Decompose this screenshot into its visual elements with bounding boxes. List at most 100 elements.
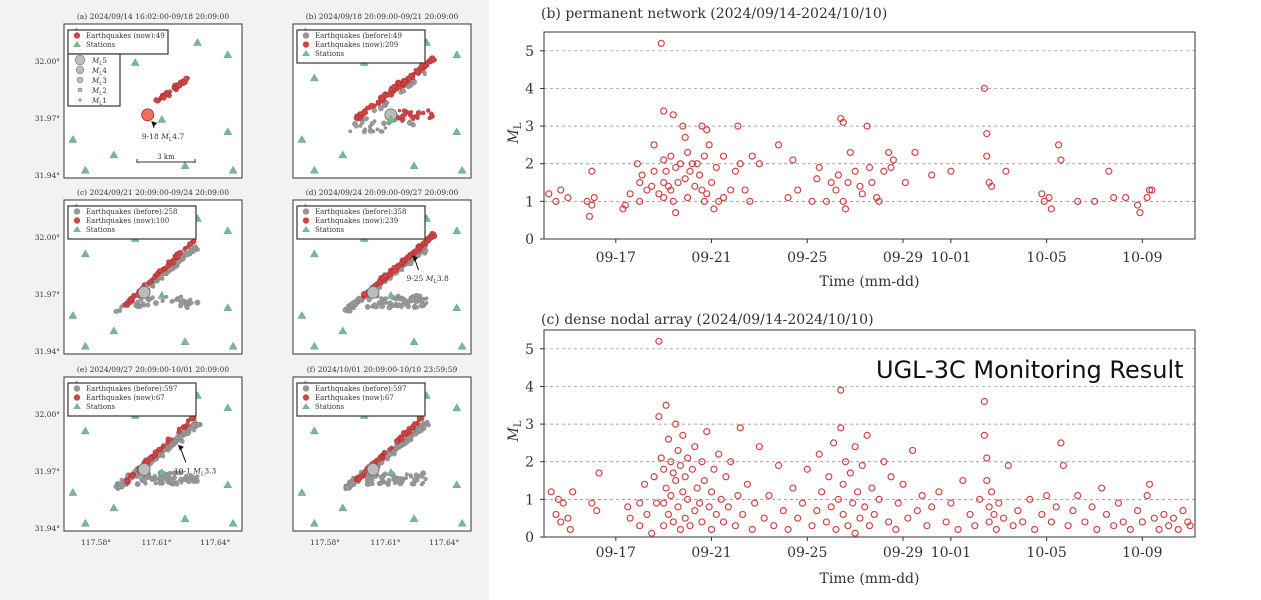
data-point	[664, 510, 673, 519]
event-before	[347, 308, 353, 314]
data-point	[660, 107, 668, 115]
data-point	[731, 522, 740, 530]
magnitude-label: ML1	[91, 97, 107, 107]
data-point	[1126, 525, 1134, 534]
magnitude-label: ML2	[91, 87, 107, 97]
data-point	[751, 499, 759, 507]
data-point	[703, 126, 711, 134]
station-marker	[297, 135, 307, 143]
event-now	[160, 94, 167, 101]
data-point	[648, 529, 656, 537]
data-point	[739, 510, 747, 519]
data-point	[667, 492, 675, 500]
station-marker	[180, 337, 190, 345]
data-point	[676, 160, 685, 168]
data-point	[1088, 503, 1096, 511]
data-point	[676, 525, 685, 534]
data-point	[741, 186, 749, 194]
station-marker	[386, 291, 396, 299]
station-marker	[223, 127, 233, 136]
legend-label: Earthquakes (before):358	[315, 208, 406, 216]
y-tick-label: 5	[525, 44, 534, 60]
data-point	[935, 488, 943, 496]
data-point	[674, 178, 682, 187]
data-point	[868, 178, 876, 187]
event-before	[423, 476, 428, 482]
data-point	[822, 197, 831, 205]
event-now	[177, 80, 183, 85]
data-point	[1090, 197, 1099, 205]
latitude-tick-label: 31.94°	[35, 171, 60, 180]
data-point	[1102, 510, 1111, 519]
magnitude-marker	[74, 54, 86, 66]
data-point	[861, 503, 869, 511]
event-before	[157, 479, 164, 486]
legend-before-marker	[302, 208, 310, 215]
x-tick-label: 10-09	[1122, 545, 1162, 561]
data-point	[1026, 495, 1034, 503]
data-point	[595, 469, 603, 477]
event-now	[416, 66, 421, 71]
event-before	[413, 300, 419, 305]
annotation-arrowhead	[412, 255, 419, 262]
station-marker	[452, 50, 462, 58]
latitude-tick-label: 31.97°	[35, 290, 60, 299]
event-before	[363, 127, 367, 132]
station-marker	[310, 249, 319, 258]
event-before	[167, 475, 172, 480]
event-before	[381, 102, 386, 107]
event-before	[174, 481, 180, 487]
data-point	[1150, 514, 1158, 522]
data-point	[676, 461, 685, 470]
y-tick-label: 3	[525, 417, 534, 433]
data-point	[975, 495, 984, 503]
data-point	[839, 118, 847, 126]
data-point	[727, 458, 735, 466]
event-now	[182, 247, 187, 252]
event-now	[407, 76, 412, 82]
event-before	[369, 477, 375, 483]
data-point	[703, 190, 711, 198]
event-before	[183, 252, 190, 258]
data-point	[849, 499, 857, 507]
magnitude-label: ML4	[91, 67, 107, 77]
station-marker	[457, 165, 467, 174]
data-point	[566, 525, 574, 534]
event-now	[385, 93, 389, 97]
data-point	[640, 480, 649, 488]
event-before	[375, 127, 380, 132]
event-before	[411, 481, 417, 487]
data-point	[695, 171, 704, 179]
data-point	[1045, 194, 1053, 202]
station-marker	[457, 518, 467, 527]
station-marker	[68, 135, 78, 143]
data-point	[710, 465, 718, 473]
data-point	[748, 152, 756, 160]
data-point	[875, 197, 883, 205]
data-point	[660, 465, 668, 473]
legend-label: Earthquakes (before):597	[315, 385, 406, 393]
data-point	[954, 525, 962, 534]
data-point	[1133, 201, 1142, 209]
station-marker	[81, 518, 90, 527]
event-before	[380, 477, 385, 483]
data-point	[703, 428, 711, 436]
station-marker	[157, 468, 167, 476]
data-point	[870, 510, 878, 519]
event-before	[136, 481, 141, 486]
data-point	[983, 130, 991, 138]
data-point	[569, 488, 577, 496]
event-before	[195, 474, 200, 479]
data-point	[1057, 156, 1065, 164]
event-before	[160, 298, 165, 303]
data-point	[736, 160, 744, 168]
annotation-arrowhead	[151, 121, 158, 128]
event-now	[358, 111, 363, 116]
data-point	[655, 190, 663, 198]
station-marker	[223, 226, 233, 235]
data-point	[588, 201, 596, 209]
data-point	[928, 171, 936, 179]
station-marker	[452, 303, 462, 311]
data-point	[593, 507, 601, 515]
event-now	[388, 272, 393, 278]
